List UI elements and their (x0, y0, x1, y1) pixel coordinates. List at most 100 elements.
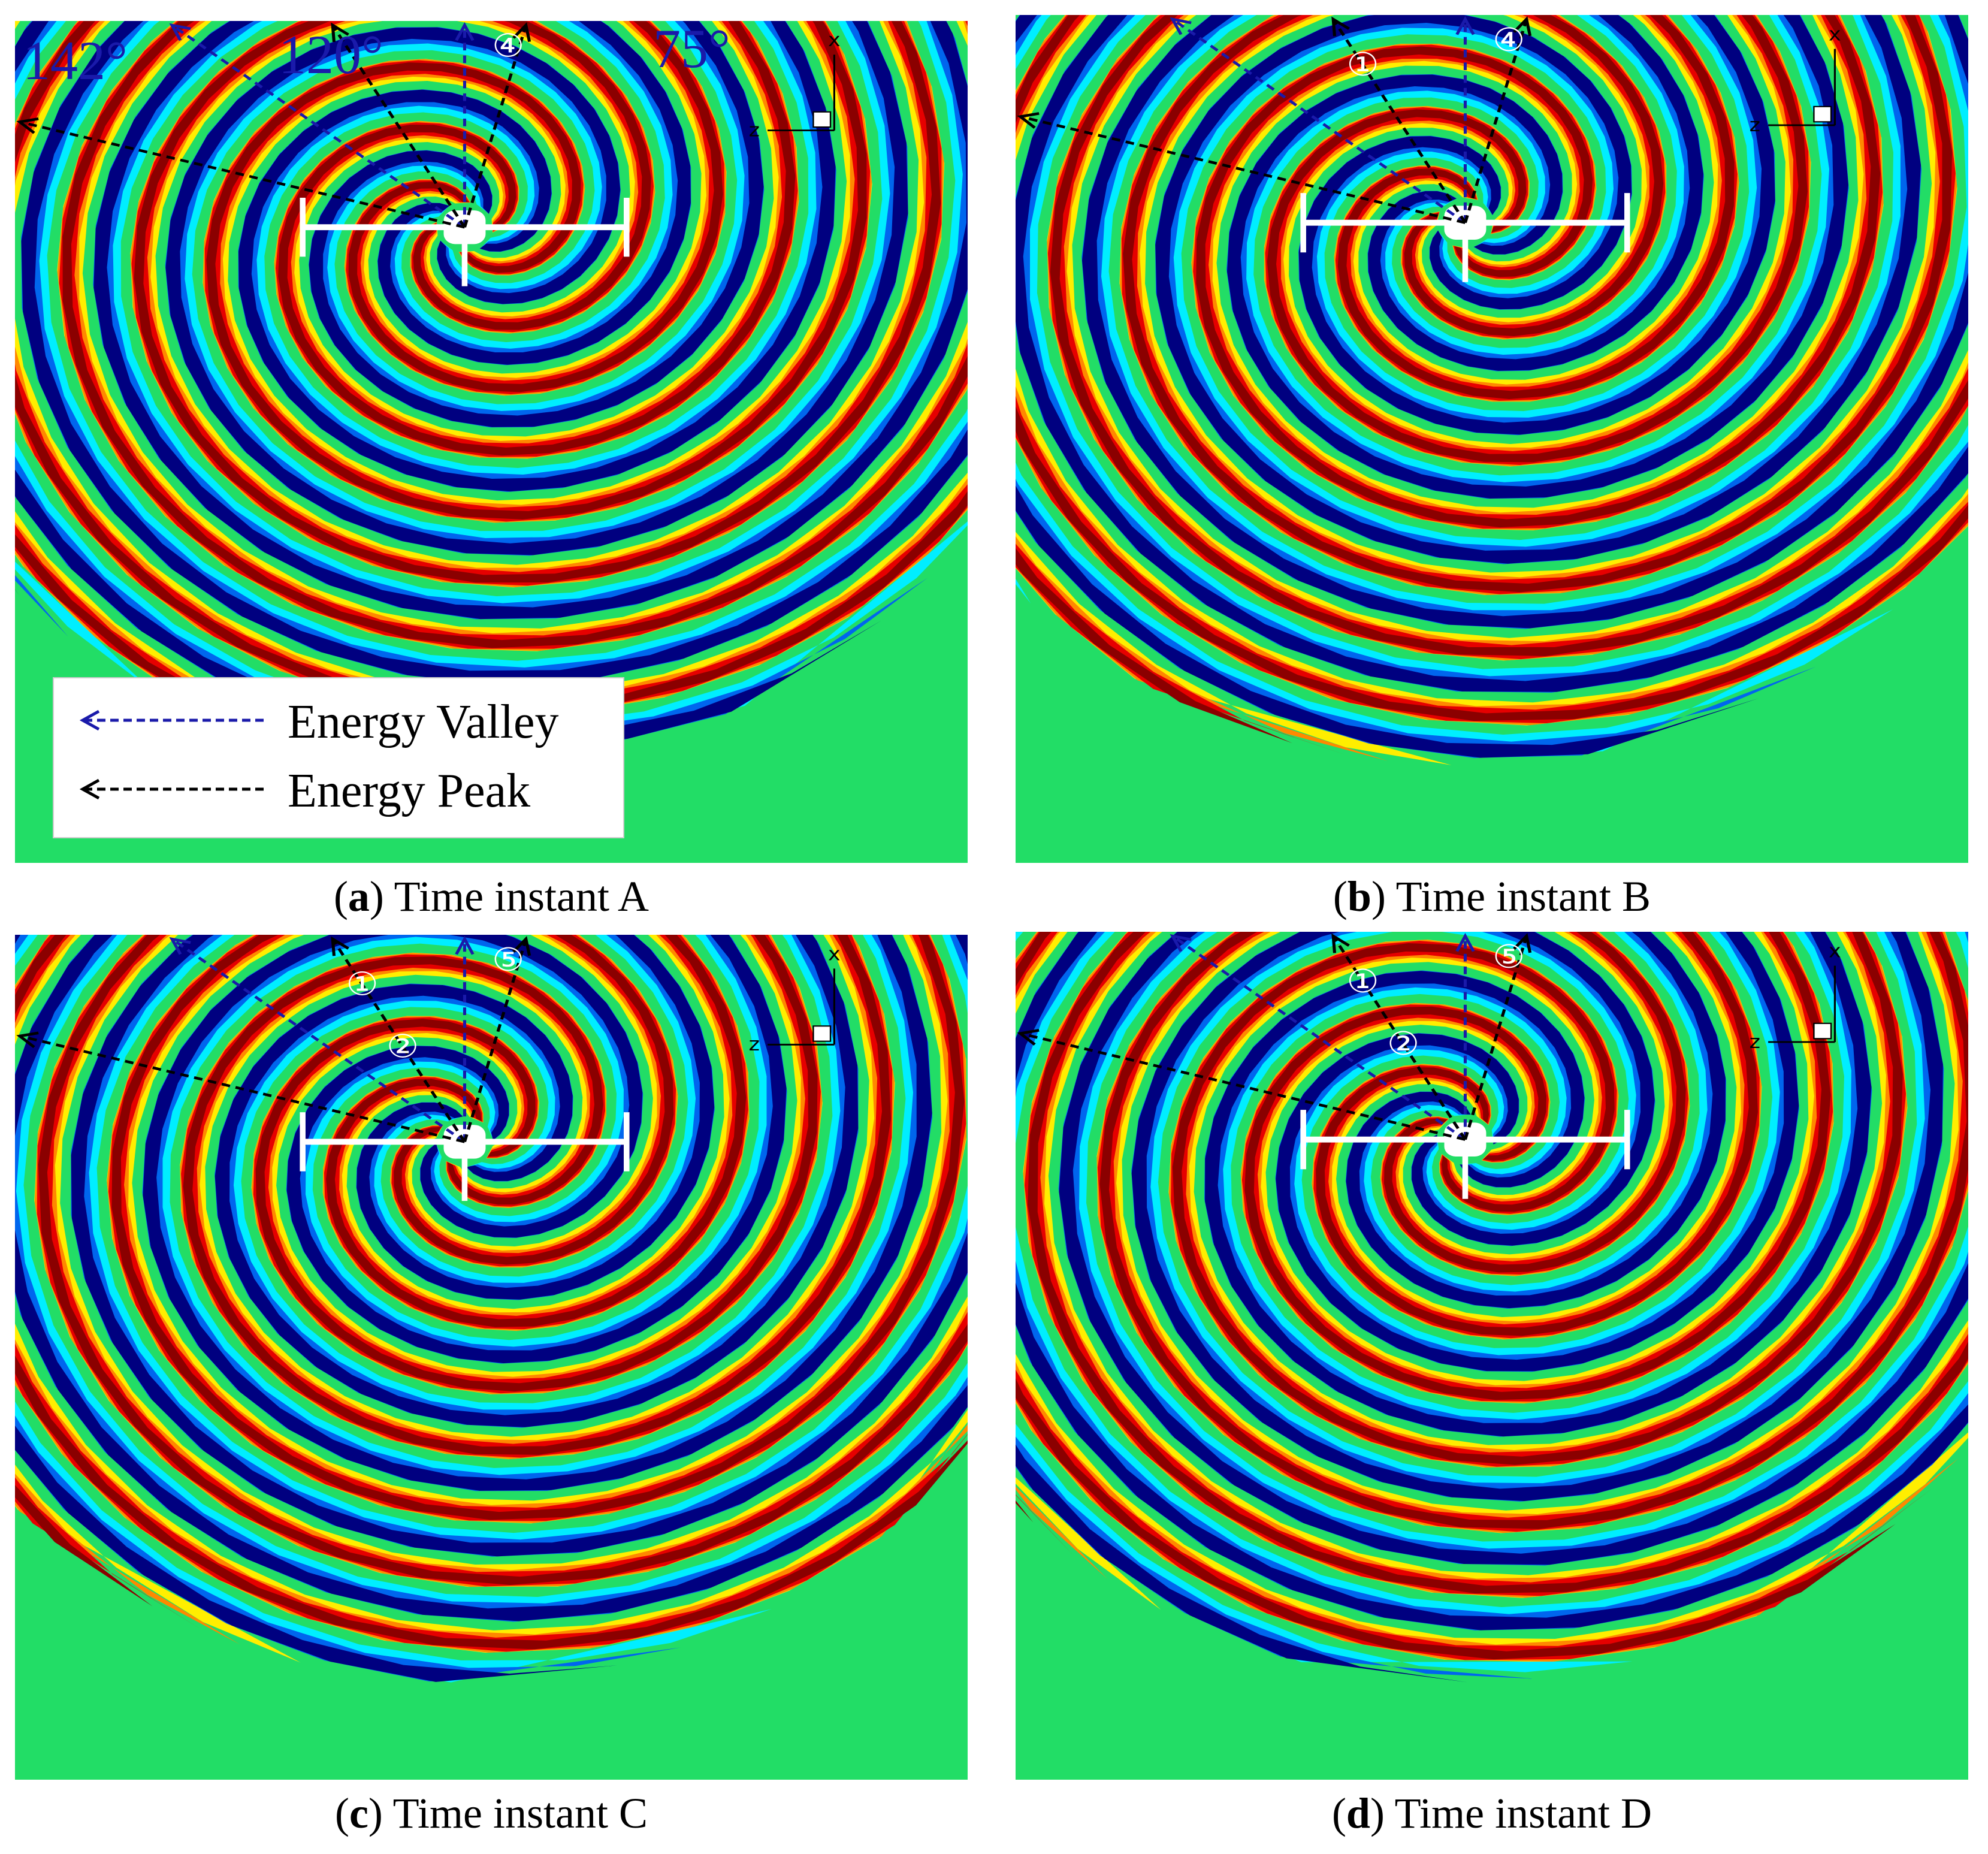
legend: Energy Valley Energy Peak (53, 677, 624, 838)
peak-ray-left (1020, 1032, 1466, 1141)
contour-band (1123, 15, 1953, 593)
valley-ray-vertical-arrowhead (455, 22, 475, 41)
contour-band (37, 935, 968, 1587)
legend-valley-label: Energy Valley (288, 696, 559, 748)
axis-z-label: z (749, 1033, 760, 1055)
peak-ray-75-arrowhead (1513, 933, 1532, 953)
peak-ray-75-arrowhead (512, 22, 531, 43)
contour-band (1047, 15, 1968, 661)
contour-band (1016, 932, 1968, 1630)
peak-ray-75 (463, 938, 528, 1143)
peak-ray-120-arrowhead (1331, 933, 1350, 953)
peak-ray-120-arrowhead (1331, 16, 1350, 37)
peak-ray-75 (1464, 935, 1528, 1140)
peak-ray-120-arrowhead (331, 22, 349, 43)
marker-label-right: ④ (1492, 22, 1525, 59)
peak-ray-120 (331, 938, 466, 1143)
marker-label-left: ① (1346, 46, 1379, 83)
axis-box (812, 111, 832, 128)
legend-peak-label: Energy Peak (288, 765, 531, 817)
peak-ray-left-arrowhead (16, 117, 39, 134)
marker-label-left: ③ (306, 935, 338, 941)
caption-c: (c) Time instant C (334, 1789, 648, 1837)
axis-x-label: x (1829, 23, 1841, 45)
contour-band (15, 21, 968, 715)
valley-ray-142 (1171, 18, 1467, 224)
marker-label-left: ③ (1306, 15, 1339, 21)
axis-x-label: x (1829, 940, 1841, 962)
marker-label-right: ⑤ (1492, 938, 1525, 976)
panel-d: ①②③①②②③④⑤xz (1016, 932, 1968, 1780)
axis-box (1813, 105, 1832, 123)
marker-label-left: ② (386, 1028, 419, 1065)
contour-band (15, 21, 871, 766)
peak-ray-left-arrowhead (1017, 112, 1040, 129)
peak-ray-left (19, 120, 466, 229)
contour-band (1097, 932, 1968, 1532)
valley-ray-142 (171, 938, 466, 1143)
valley-ray-142 (1171, 935, 1467, 1141)
peak-ray-left (19, 1034, 466, 1143)
marker-label-left: ① (1346, 963, 1379, 1000)
contour-band (1016, 932, 1896, 1660)
peak-ray-120-arrowhead (331, 936, 349, 956)
peak-ray-75 (1464, 19, 1528, 224)
axis-box (812, 1025, 832, 1042)
peak-ray-left (1020, 115, 1466, 224)
peak-ray-120 (1331, 18, 1467, 224)
peak-ray-120 (1331, 935, 1467, 1140)
caption-a: (a) Time instant A (333, 872, 649, 920)
contour-band (15, 935, 859, 1682)
contour-field-b: ①②③①①②③④xz (1016, 15, 1968, 863)
contour-band (144, 935, 932, 1491)
legend-peak: Energy Peak (72, 759, 611, 825)
contour-band (1016, 932, 1907, 1556)
contour-band (111, 935, 965, 1520)
angle-label-75: 75° (653, 18, 730, 79)
contour-band (1081, 15, 1968, 629)
contour-band (71, 935, 968, 1556)
valley-ray-142-arrowhead (1170, 17, 1192, 35)
peak-ray-left-arrowhead (16, 1031, 39, 1049)
peak-ray-75-arrowhead (1513, 16, 1532, 37)
marker-label-left: ③ (1306, 932, 1339, 938)
valley-ray-142-arrowhead (169, 23, 191, 41)
peak-ray-left-arrowhead (1017, 1029, 1040, 1046)
marker-label-left: ① (306, 21, 338, 27)
caption-b: (b) Time instant B (1333, 872, 1651, 920)
peak-ray-120 (331, 24, 466, 228)
axis-x-label: x (828, 29, 841, 51)
marker-label-right: ④ (492, 28, 524, 65)
contour-band (1016, 932, 1872, 1679)
panel-c: ①②③①②②③④⑤xz (15, 935, 968, 1780)
valley-ray-142-arrowhead (1170, 934, 1192, 952)
axis-z-label: z (1750, 114, 1760, 136)
valley-ray-vertical-arrowhead (1455, 16, 1475, 35)
axis-z-label: z (749, 119, 760, 141)
axis-z-label: z (1750, 1031, 1760, 1053)
legend-valley: Energy Valley (72, 690, 611, 756)
contour-field-d: ①②③①②②③④⑤xz (1016, 932, 1968, 1780)
contour-band (1155, 15, 1922, 564)
caption-d: (d) Time instant D (1331, 1789, 1652, 1837)
angle-label-142: 142° (23, 30, 128, 91)
peak-ray-75-arrowhead (512, 936, 531, 956)
hub (1444, 1122, 1487, 1157)
panel-b: ①②③①①②③④xz (1016, 15, 1968, 863)
valley-ray-vertical-arrowhead (1455, 932, 1475, 952)
peak-ray-75 (463, 25, 528, 228)
contour-band (1083, 15, 1968, 627)
hub (443, 1125, 486, 1159)
marker-label-left: ② (1387, 1025, 1419, 1062)
angle-label-120: 120° (279, 24, 383, 85)
peak-arrow-icon (79, 778, 264, 800)
contour-field-c: ①②③①②②③④⑤xz (15, 935, 968, 1780)
valley-arrow-icon (79, 709, 264, 731)
valley-ray-142 (171, 24, 466, 228)
axis-box (1813, 1022, 1832, 1040)
marker-label-right: ⑤ (492, 941, 524, 979)
marker-label-left: ① (346, 966, 378, 1003)
contour-band (1016, 15, 1893, 757)
valley-ray-vertical-arrowhead (455, 935, 475, 955)
axis-x-label: x (828, 943, 841, 965)
